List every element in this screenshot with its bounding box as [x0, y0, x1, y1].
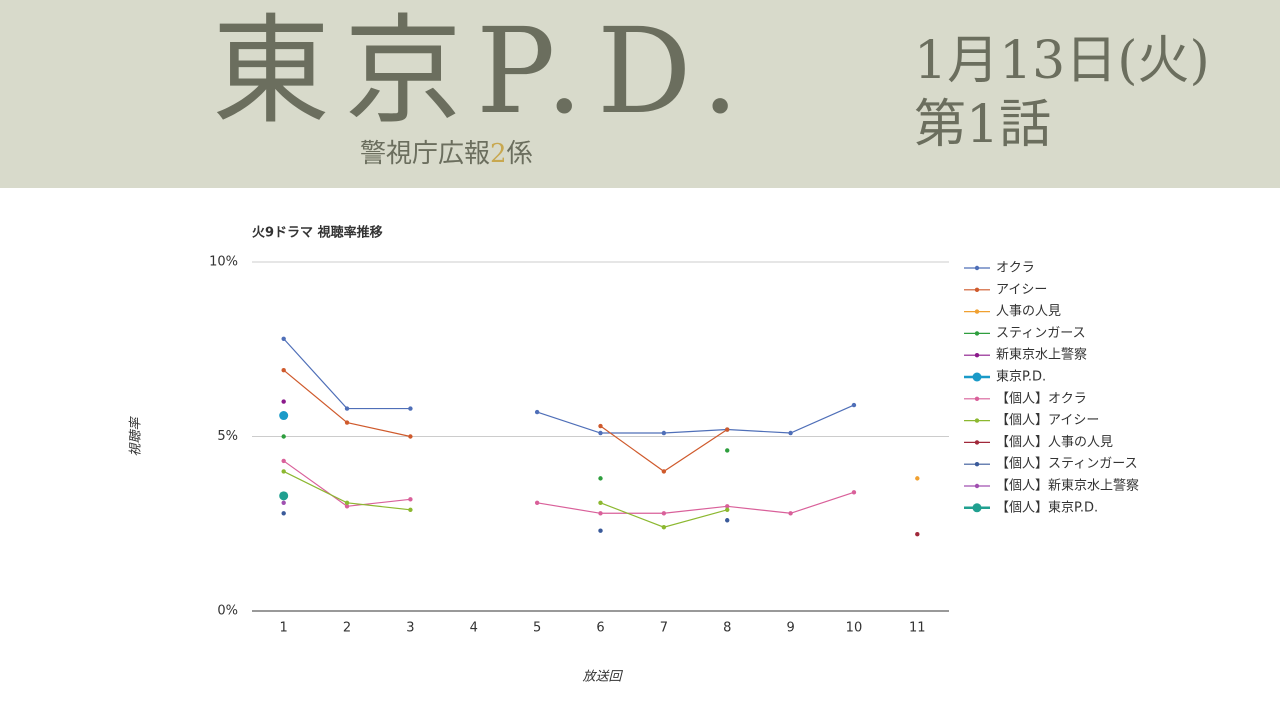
x-tick-label: 7: [660, 621, 668, 636]
data-point: [661, 469, 667, 474]
legend-marker: [974, 440, 980, 445]
legend-marker: [974, 331, 980, 336]
x-tick-label: 8: [723, 621, 731, 636]
data-point: [344, 406, 350, 411]
data-point: [598, 423, 603, 429]
legend-marker: [974, 353, 980, 358]
data-point: [534, 409, 540, 415]
banner: 東京P.D. 警視庁広報2係 1月13日(火) 第1話: [0, 0, 1280, 188]
series-line: [283, 338, 855, 434]
subtitle-text: 係: [506, 139, 533, 169]
y-tick-label: 5%: [217, 429, 238, 444]
legend-marker: [974, 265, 980, 271]
legend-label: 人事の人見: [996, 304, 1061, 319]
data-point: [661, 511, 667, 516]
data-point: [534, 500, 540, 506]
x-tick-label: 11: [909, 621, 926, 636]
data-point: [344, 504, 350, 509]
data-point: [279, 491, 289, 501]
data-point: [408, 507, 413, 512]
legend-marker: [974, 287, 980, 292]
x-axis-label: 放送回: [582, 670, 623, 685]
legend-label: 【個人】スティンガース: [996, 457, 1138, 472]
legend-label: アイシー: [996, 282, 1047, 297]
x-tick-label: 10: [846, 621, 863, 636]
show-subtitle: 警視庁広報2係: [360, 138, 533, 170]
data-point: [408, 406, 413, 411]
show-title: 東京P.D.: [212, 2, 753, 140]
data-point: [408, 434, 413, 439]
episode: 第1話: [914, 95, 1052, 155]
data-point: [279, 411, 289, 421]
series-line: [283, 369, 728, 473]
data-point: [915, 476, 920, 481]
data-point: [281, 511, 286, 516]
series-line: [283, 470, 728, 528]
data-point: [851, 490, 857, 495]
data-point: [661, 430, 667, 436]
data-point: [598, 528, 603, 533]
legend-label: 【個人】東京P.D.: [996, 499, 1098, 515]
chart-title: 火9ドラマ 視聴率推移: [252, 225, 383, 241]
legend-label: 【個人】人事の人見: [996, 435, 1113, 450]
x-tick-label: 2: [343, 621, 351, 636]
data-point: [281, 399, 286, 404]
legend-marker: [974, 462, 980, 467]
data-point: [344, 420, 350, 425]
legend-marker: [972, 372, 982, 382]
data-point: [725, 518, 730, 523]
data-point: [851, 402, 857, 408]
data-point: [281, 336, 286, 341]
y-tick-label: 0%: [217, 604, 238, 619]
data-point: [281, 500, 286, 506]
data-point: [598, 430, 603, 436]
data-point: [725, 504, 730, 509]
legend-marker: [974, 309, 980, 314]
legend-label: スティンガース: [996, 326, 1086, 341]
data-point: [281, 434, 286, 439]
data-point: [281, 469, 286, 474]
data-point: [788, 430, 793, 436]
data-point: [725, 507, 730, 512]
data-point: [661, 525, 667, 530]
legend-marker: [974, 396, 980, 401]
y-tick-label: 10%: [209, 255, 238, 270]
legend-label: 新東京水上警察: [996, 347, 1087, 363]
x-tick-label: 3: [406, 621, 414, 636]
data-point: [598, 476, 603, 481]
chart: 火9ドラマ 視聴率推移 放送回 視聴率 0% 5% 10% 1 2 3 4 5 6 7 8 9 10 11…: [129, 225, 1140, 685]
data-point: [788, 511, 793, 516]
data-point: [408, 497, 413, 502]
legend-label: 東京P.D.: [996, 369, 1046, 385]
legend-marker: [974, 418, 980, 423]
legend-label: 【個人】オクラ: [996, 391, 1087, 406]
legend-label: 【個人】新東京水上警察: [996, 478, 1139, 494]
x-tick-label: 5: [533, 621, 541, 636]
legend-label: オクラ: [996, 261, 1035, 276]
data-point: [725, 427, 730, 432]
data-point: [281, 458, 286, 464]
data-point: [725, 448, 730, 453]
subtitle-text: 警視庁広報: [360, 139, 491, 169]
data-point: [598, 500, 603, 506]
x-tick-label: 4: [470, 621, 478, 636]
data-point: [915, 532, 920, 537]
legend-marker: [974, 483, 980, 489]
air-date: 1月13日(火): [914, 31, 1210, 91]
data-point: [344, 500, 350, 506]
data-point: [281, 367, 286, 373]
legend-marker: [972, 503, 982, 513]
x-tick-label: 6: [596, 621, 604, 636]
legend-label: 【個人】アイシー: [996, 413, 1099, 428]
x-tick-label: 1: [280, 621, 288, 636]
x-tick-label: 9: [786, 621, 794, 636]
subtitle-number: 2: [490, 139, 507, 169]
data-point: [598, 511, 603, 516]
y-axis-label: 視聴率: [129, 416, 144, 457]
